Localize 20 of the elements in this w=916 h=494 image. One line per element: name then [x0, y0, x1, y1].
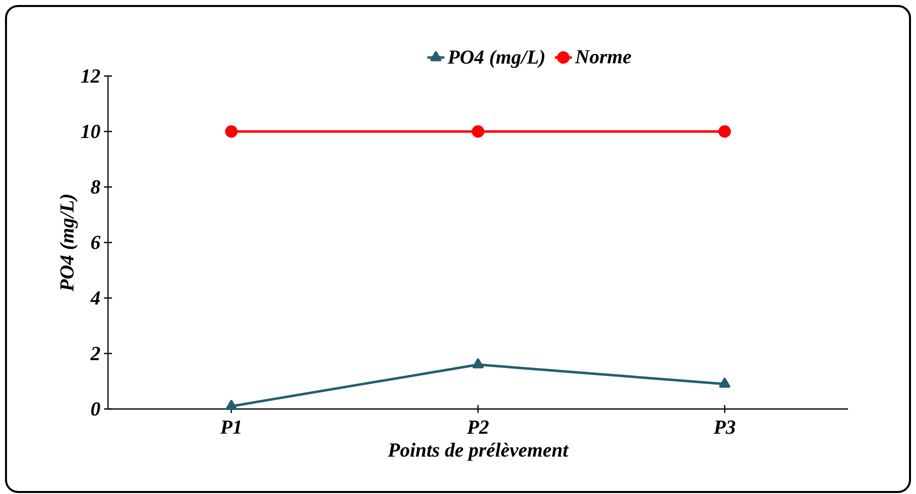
point: [718, 125, 731, 138]
legend-label: Norme: [574, 50, 632, 64]
y-axis-title: PO4 (mg/L): [60, 194, 78, 292]
x-tick-label: P1: [220, 420, 240, 434]
point: [225, 125, 238, 138]
y-tick-label: 8: [90, 180, 100, 194]
x-tick-label: P2: [466, 420, 489, 434]
point: [719, 378, 730, 388]
y-tick-label: 4: [90, 291, 100, 305]
y-tick-label: 10: [81, 124, 100, 138]
point: [472, 358, 484, 368]
legend-label: PO4 (mg/L): [448, 50, 544, 68]
x-axis-title: Points de prélèvement: [388, 442, 569, 461]
y-tick-label: 12: [81, 69, 100, 83]
point: [226, 400, 237, 410]
point: [472, 125, 484, 138]
y-tick-label: 2: [90, 346, 100, 360]
y-tick-label: 6: [91, 236, 100, 250]
x-tick-label: P3: [714, 420, 736, 434]
y-tick-label: 0: [91, 402, 100, 416]
